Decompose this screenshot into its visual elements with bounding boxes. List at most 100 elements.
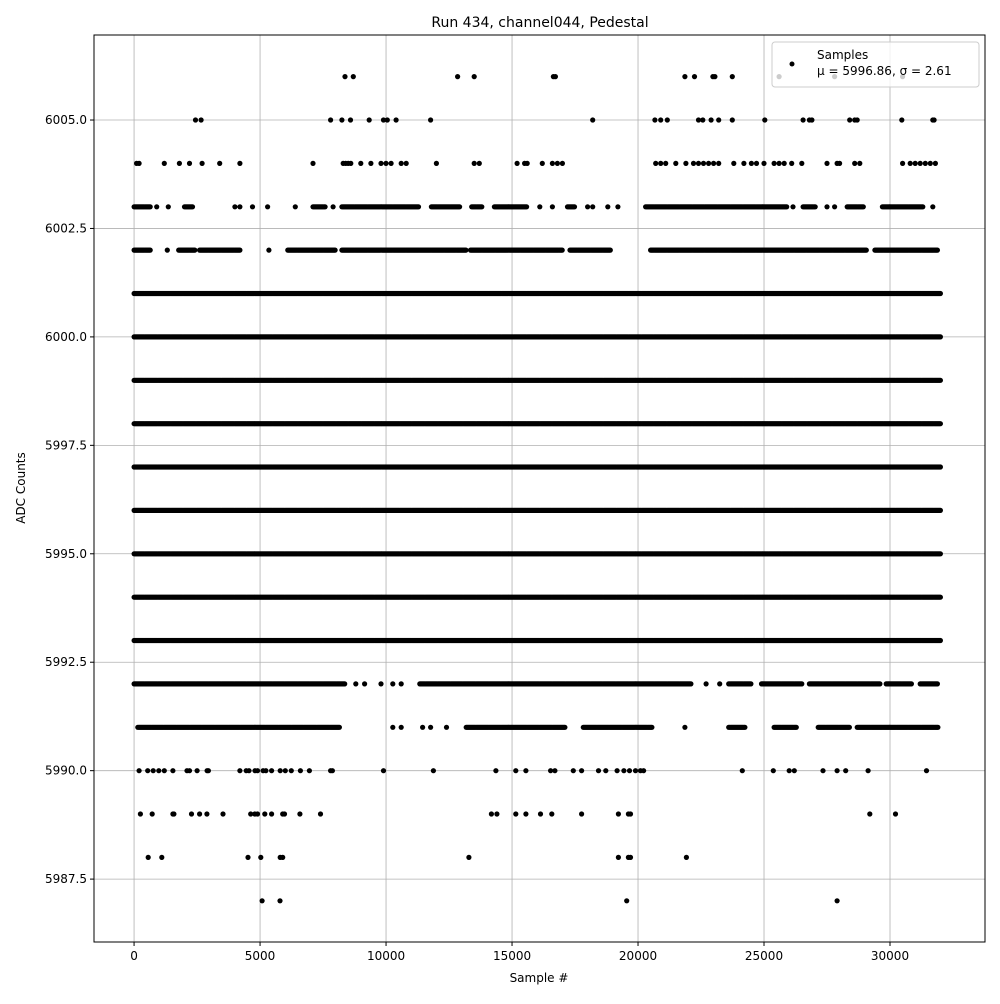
data-point xyxy=(789,161,794,166)
data-point xyxy=(457,204,462,209)
data-point xyxy=(404,161,409,166)
data-point xyxy=(772,161,777,166)
data-point xyxy=(154,204,159,209)
data-point xyxy=(615,204,620,209)
data-point xyxy=(932,117,937,122)
data-point xyxy=(706,161,711,166)
data-point xyxy=(525,161,530,166)
data-point xyxy=(782,161,787,166)
data-point xyxy=(730,117,735,122)
data-point xyxy=(250,204,255,209)
data-point xyxy=(190,204,195,209)
data-point xyxy=(799,161,804,166)
data-point xyxy=(348,117,353,122)
data-point xyxy=(652,117,657,122)
data-point xyxy=(663,161,668,166)
data-point xyxy=(200,161,205,166)
data-point xyxy=(524,204,529,209)
data-point xyxy=(455,74,460,79)
data-point xyxy=(762,117,767,122)
data-point xyxy=(383,161,388,166)
data-point xyxy=(310,161,315,166)
data-point xyxy=(266,248,271,253)
data-point xyxy=(861,204,866,209)
data-point xyxy=(385,117,390,122)
data-point xyxy=(293,204,298,209)
data-point xyxy=(716,117,721,122)
data-point xyxy=(864,248,869,253)
data-point xyxy=(777,161,782,166)
data-point xyxy=(265,204,270,209)
data-point xyxy=(696,161,701,166)
data-point xyxy=(323,204,328,209)
data-point xyxy=(852,161,857,166)
data-point xyxy=(358,161,363,166)
data-point xyxy=(809,117,814,122)
data-point xyxy=(908,161,913,166)
data-point xyxy=(691,161,696,166)
data-point xyxy=(537,204,542,209)
data-point xyxy=(923,161,928,166)
data-point xyxy=(837,161,842,166)
data-point xyxy=(515,161,520,166)
data-point xyxy=(673,161,678,166)
data-point xyxy=(605,204,610,209)
data-point xyxy=(653,161,658,166)
data-point xyxy=(193,117,198,122)
data-point xyxy=(477,161,482,166)
data-point xyxy=(348,161,353,166)
data-point xyxy=(692,74,697,79)
data-point xyxy=(801,117,806,122)
data-point xyxy=(701,161,706,166)
data-point xyxy=(434,161,439,166)
data-point xyxy=(187,161,192,166)
data-point xyxy=(166,204,171,209)
data-point xyxy=(938,334,943,339)
data-point xyxy=(394,117,399,122)
data-point xyxy=(192,248,197,253)
data-point xyxy=(328,117,333,122)
data-point xyxy=(550,204,555,209)
data-point xyxy=(682,74,687,79)
data-point xyxy=(217,161,222,166)
data-point xyxy=(148,248,153,253)
data-point xyxy=(177,161,182,166)
data-point xyxy=(855,117,860,122)
data-point xyxy=(368,161,373,166)
data-point xyxy=(351,74,356,79)
data-point xyxy=(920,204,925,209)
data-point xyxy=(784,204,789,209)
data-point xyxy=(165,248,170,253)
data-point xyxy=(933,161,938,166)
data-point xyxy=(813,204,818,209)
data-point xyxy=(560,161,565,166)
data-point xyxy=(162,161,167,166)
data-point xyxy=(847,117,852,122)
data-point xyxy=(730,74,735,79)
data-point xyxy=(590,117,595,122)
data-point xyxy=(741,161,746,166)
data-point xyxy=(665,117,670,122)
data-point xyxy=(237,161,242,166)
data-point xyxy=(935,248,940,253)
data-point xyxy=(378,161,383,166)
data-point xyxy=(899,117,904,122)
data-point xyxy=(731,161,736,166)
data-point xyxy=(749,161,754,166)
data-point xyxy=(683,161,688,166)
data-point xyxy=(709,117,714,122)
data-point xyxy=(658,117,663,122)
data-point xyxy=(399,161,404,166)
data-point xyxy=(237,204,242,209)
data-point xyxy=(148,204,153,209)
data-point xyxy=(658,161,663,166)
data-point xyxy=(555,161,560,166)
data-point xyxy=(339,117,344,122)
data-point xyxy=(428,117,433,122)
chart-title: Run 434, channel044, Pedestal xyxy=(431,15,648,31)
data-point xyxy=(857,161,862,166)
data-point xyxy=(553,74,558,79)
data-point xyxy=(416,204,421,209)
data-point xyxy=(585,204,590,209)
